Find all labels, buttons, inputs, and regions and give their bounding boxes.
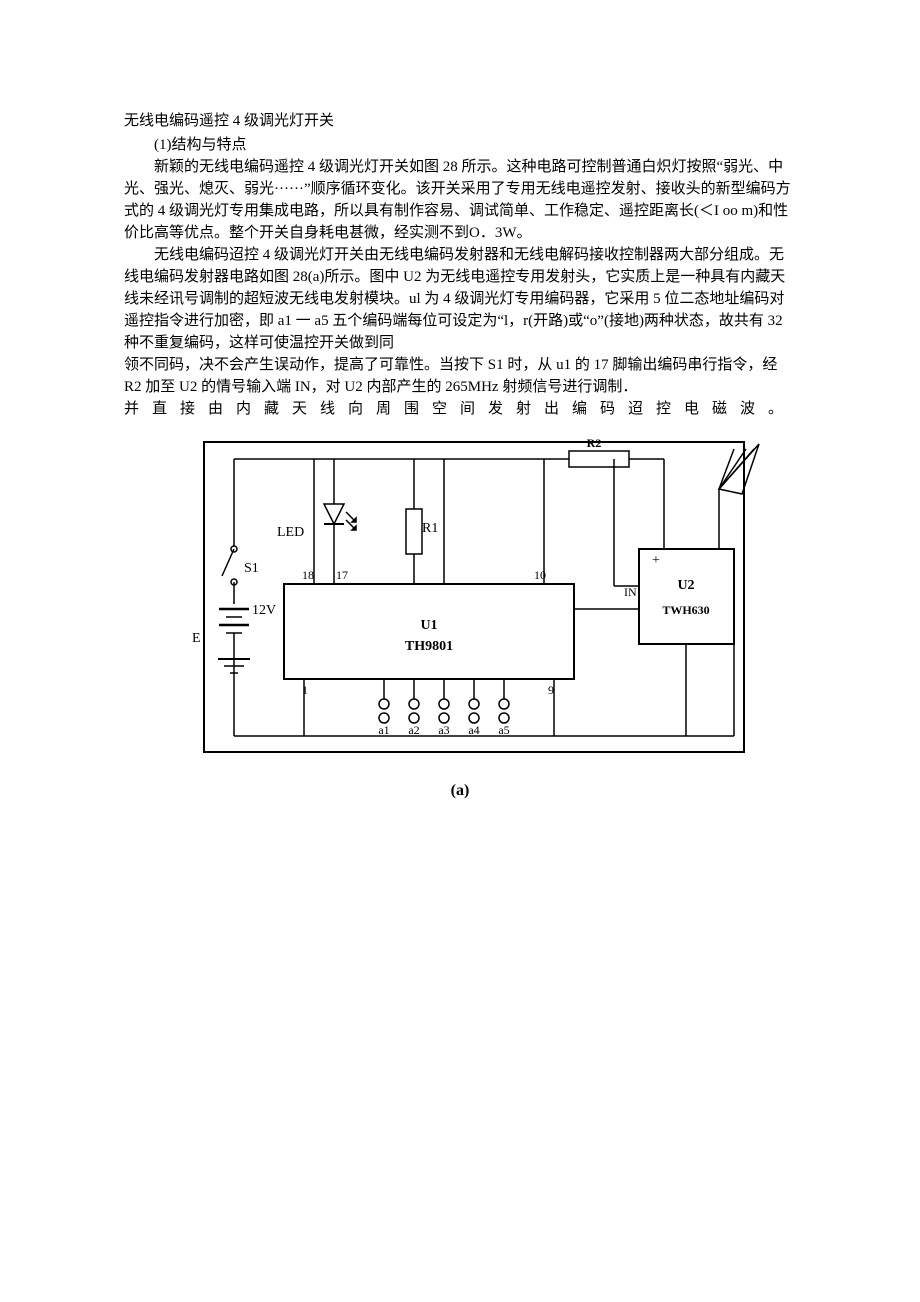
- svg-text:TWH630: TWH630: [662, 603, 709, 617]
- svg-text:LED: LED: [277, 525, 304, 540]
- document-title: 无线电编码遥控 4 级调光灯开关: [124, 110, 796, 132]
- svg-text:U2: U2: [677, 578, 694, 593]
- paragraph-4: 并直接由内藏天线向周围空间发射出编码迢控电磁波。: [124, 398, 796, 420]
- svg-text:+: +: [652, 553, 660, 568]
- diagram-caption: (a): [124, 782, 796, 800]
- svg-text:a2: a2: [408, 723, 419, 737]
- svg-text:9: 9: [548, 683, 554, 697]
- svg-text:a4: a4: [468, 723, 479, 737]
- svg-text:E: E: [192, 631, 201, 646]
- svg-text:IN: IN: [624, 585, 637, 599]
- svg-text:TH9801: TH9801: [405, 639, 453, 654]
- paragraph-2: 无线电编码迢控 4 级调光灯开关由无线电编码发射器和无线电解码接收控制器两大部分…: [124, 244, 796, 354]
- svg-text:S1: S1: [244, 561, 259, 576]
- svg-text:U1: U1: [420, 618, 437, 633]
- paragraph-1: 新颖的无线电编码遥控 4 级调光灯开关如图 28 所示。这种电路可控制普通白炽灯…: [124, 156, 796, 244]
- svg-text:17: 17: [336, 568, 348, 582]
- svg-text:a5: a5: [498, 723, 509, 737]
- svg-text:a3: a3: [438, 723, 449, 737]
- circuit-diagram: R2 S1 12V E LED R1 U1 TH9801 18 17 10 1 9 a1 a2 a3 a4 a5 I…: [174, 434, 796, 800]
- circuit-svg: R2 S1 12V E LED R1 U1 TH9801 18 17 10 1 9 a1 a2 a3 a4 a5 I…: [174, 434, 774, 774]
- svg-text:12V: 12V: [252, 603, 276, 618]
- svg-text:R1: R1: [422, 521, 438, 536]
- paragraph-3: 领不同码，决不会产生误动作，提高了可靠性。当按下 S1 时，从 u1 的 17 …: [124, 354, 796, 398]
- svg-text:10: 10: [534, 568, 546, 582]
- svg-text:1: 1: [302, 683, 308, 697]
- svg-text:a1: a1: [378, 723, 389, 737]
- svg-text:18: 18: [302, 568, 314, 582]
- svg-text:R2: R2: [587, 436, 602, 450]
- section-heading: (1)结构与特点: [124, 134, 796, 156]
